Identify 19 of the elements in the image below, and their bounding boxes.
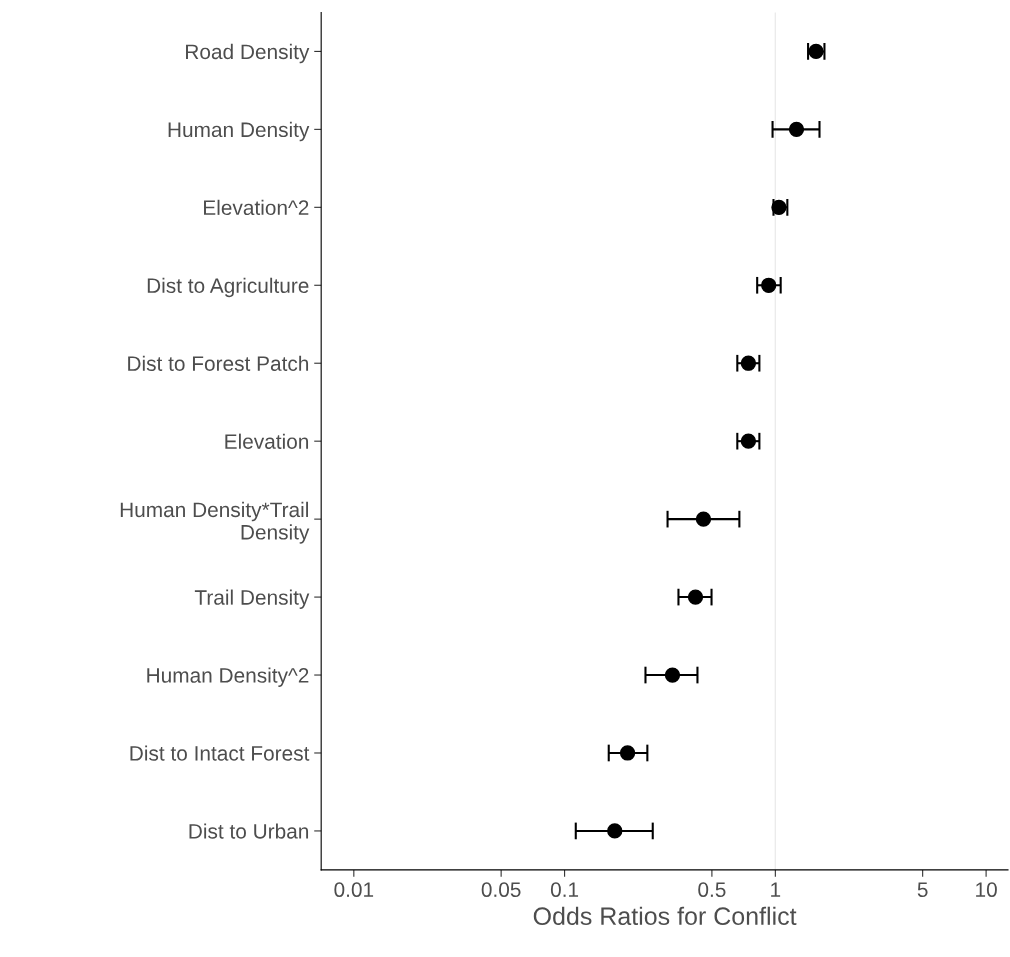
y-tick-label: Dist to Agriculture [147, 277, 309, 298]
x-axis-title: Odds Ratios for Conflict [533, 906, 797, 926]
y-tick-label: Human Density^2 [147, 667, 309, 687]
x-tick-label: 10 [976, 882, 997, 898]
x-tick-label: 0.05 [481, 882, 521, 898]
x-tick-label: 0.01 [334, 882, 374, 898]
y-tick-label: Elevation^2 [204, 199, 309, 216]
y-tick-label: Trail Density [194, 589, 310, 609]
x-tick-label: 5 [917, 882, 928, 898]
y-tick-label: Human Density [168, 121, 310, 142]
x-tick-label: 1 [771, 882, 781, 897]
y-tick-label: Dist to Urban [189, 823, 309, 839]
x-tick-label: 0.5 [698, 882, 726, 898]
y-tick-label: Human Density*Trail Density [120, 501, 310, 544]
y-tick-label: Dist to Intact Forest [130, 745, 310, 761]
y-tick-label: Elevation [225, 433, 309, 449]
y-tick-label: Dist to Forest Patch [128, 355, 309, 371]
y-tick-label: Road Density [186, 43, 310, 64]
x-tick-label: 0.1 [550, 882, 579, 898]
